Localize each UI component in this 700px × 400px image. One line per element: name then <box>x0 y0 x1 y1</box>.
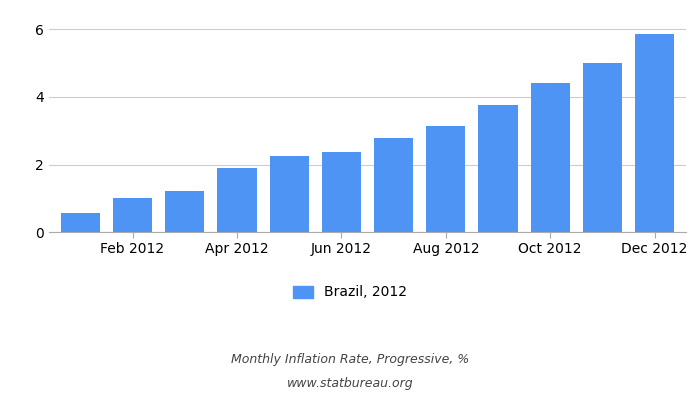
Bar <box>635 34 674 232</box>
Bar <box>322 152 361 232</box>
Bar <box>218 168 256 232</box>
Bar <box>426 126 466 232</box>
Bar <box>374 138 413 232</box>
Bar <box>270 156 309 232</box>
Bar <box>61 213 100 232</box>
Text: www.statbureau.org: www.statbureau.org <box>287 378 413 390</box>
Bar <box>583 63 622 232</box>
Text: Monthly Inflation Rate, Progressive, %: Monthly Inflation Rate, Progressive, % <box>231 354 469 366</box>
Bar <box>113 198 152 232</box>
Legend: Brazil, 2012: Brazil, 2012 <box>287 280 413 305</box>
Bar <box>479 105 517 232</box>
Bar <box>531 84 570 232</box>
Bar <box>165 191 204 232</box>
